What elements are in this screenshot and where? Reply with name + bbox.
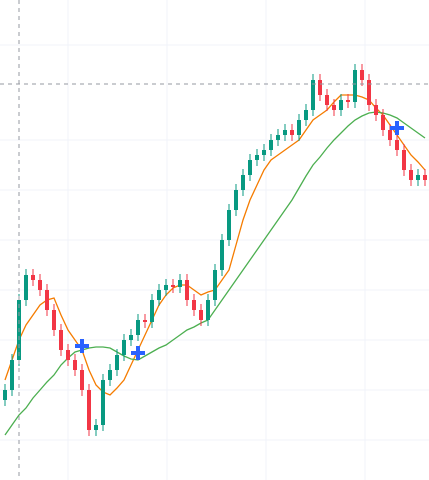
candle-body (248, 160, 252, 175)
candle-body (45, 290, 49, 310)
candle-body (290, 130, 294, 135)
candle-body (178, 280, 182, 287)
candle-body (213, 270, 217, 300)
candle-body (234, 190, 238, 210)
candle-body (276, 135, 280, 140)
candle-body (381, 115, 385, 130)
candle-body (10, 360, 14, 390)
candle-body (395, 140, 399, 150)
candle-body (192, 300, 196, 310)
candle-body (80, 370, 84, 390)
candle-body (409, 170, 413, 180)
candle-body (31, 275, 35, 280)
candle-body (311, 80, 315, 110)
candle-body (325, 95, 329, 105)
candle-body (143, 320, 147, 322)
candle-body (52, 310, 56, 330)
candle-body (171, 285, 175, 287)
candle-body (87, 390, 91, 430)
candle-body (66, 350, 70, 360)
candle-body (3, 390, 7, 400)
candle-body (318, 80, 322, 95)
candle-body (423, 175, 427, 180)
moving-average-line (4, 111, 426, 436)
candle-body (339, 100, 343, 110)
candle-body (332, 105, 336, 110)
candle-body (255, 155, 259, 160)
candle-body (38, 280, 42, 290)
candle-body (164, 285, 168, 290)
candle-body (199, 310, 203, 320)
signal-marker (390, 121, 404, 135)
candle-body (227, 210, 231, 240)
candle-body (304, 110, 308, 120)
candle-body (185, 280, 189, 300)
candle-body (283, 130, 287, 135)
candle-body (150, 300, 154, 322)
signal-marker (131, 346, 145, 360)
candle-body (360, 70, 364, 80)
candle-body (122, 340, 126, 355)
candle-body (129, 335, 133, 340)
candle-body (59, 330, 63, 350)
candle-body (388, 130, 392, 140)
signal-marker (75, 339, 89, 353)
candle-body (24, 275, 28, 300)
candle-body (353, 70, 357, 102)
candle-body (136, 320, 140, 335)
candle-body (108, 370, 112, 380)
candle-body (73, 360, 77, 370)
candle-body (297, 120, 301, 135)
candle-body (220, 240, 224, 270)
candle-body (269, 140, 273, 150)
candle-body (346, 100, 350, 102)
candle-body (115, 355, 119, 370)
candle-body (101, 380, 105, 425)
candle-body (262, 150, 266, 155)
candle-body (416, 175, 420, 180)
plot-area (3, 64, 427, 436)
candle-body (94, 425, 98, 430)
candle-body (367, 80, 371, 105)
candle-body (402, 150, 406, 170)
candle-body (241, 175, 245, 190)
candle-body (206, 300, 210, 320)
candle-body (157, 290, 161, 300)
candle-body (374, 105, 378, 115)
